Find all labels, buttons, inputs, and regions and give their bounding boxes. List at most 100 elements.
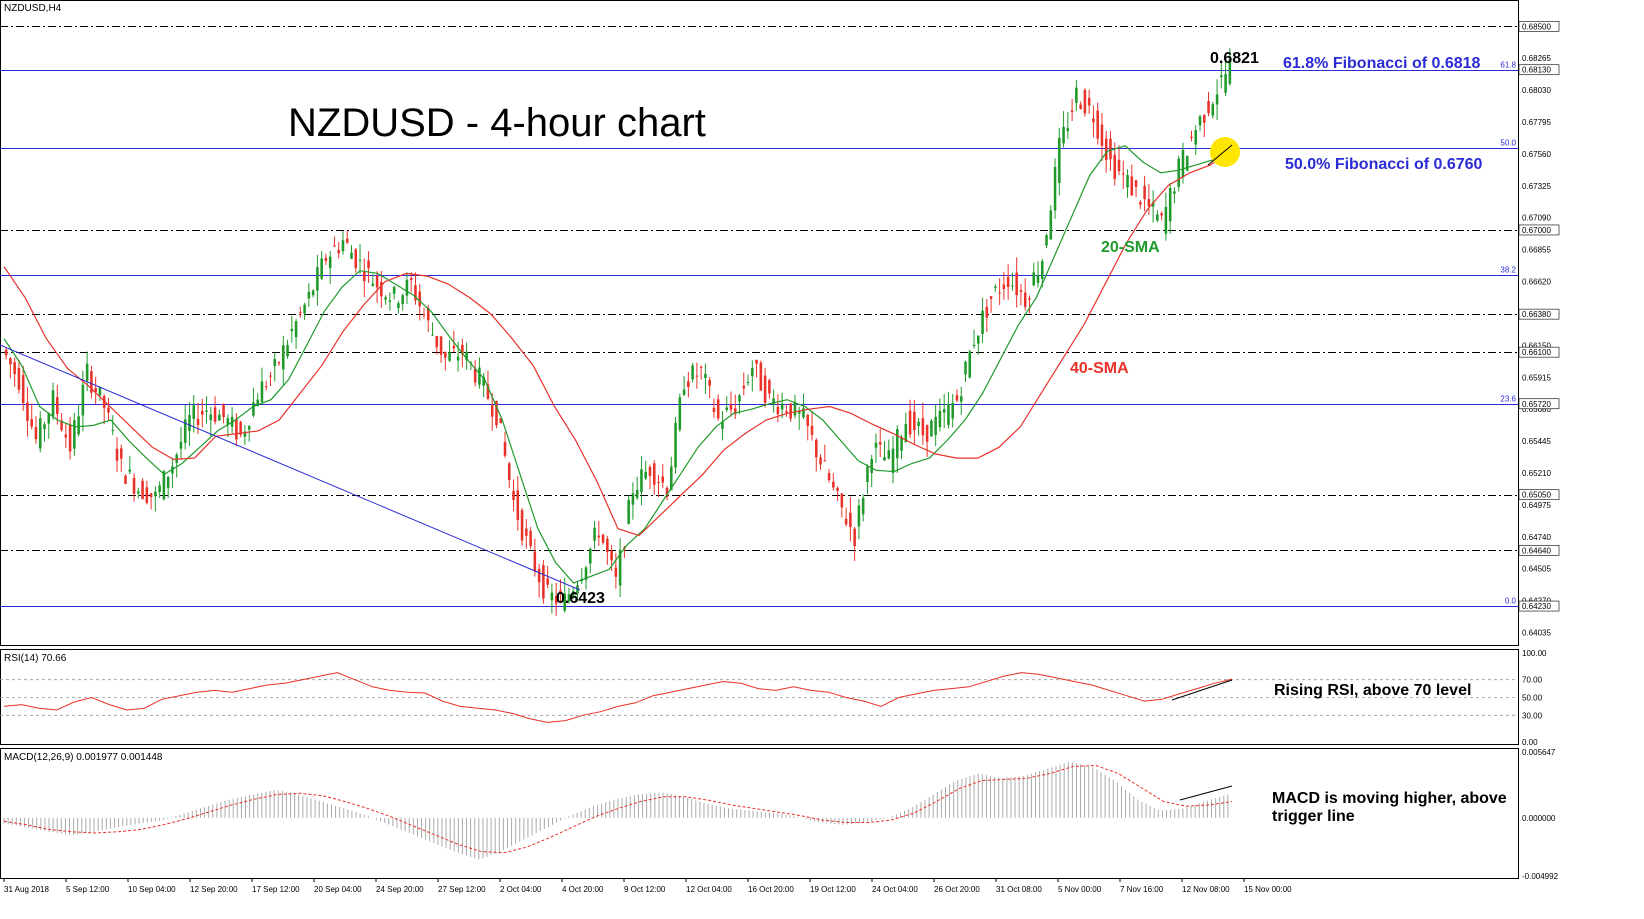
candle-body — [363, 272, 366, 282]
candle-body — [401, 295, 404, 304]
rsi-rising-trendline — [1171, 679, 1233, 701]
candle-body — [392, 287, 396, 294]
x-tick-label: 15 Nov 00:00 — [1244, 885, 1292, 894]
candle-body — [708, 380, 711, 386]
level-price-box — [1518, 64, 1560, 76]
level-price-label: 0.67000 — [1522, 226, 1551, 235]
x-tick-label: 31 Aug 2018 — [4, 885, 49, 894]
x-tick-label: 9 Oct 12:00 — [624, 885, 666, 894]
candle-body — [1006, 276, 1010, 288]
candle-body — [951, 402, 954, 419]
candle-body — [1198, 116, 1202, 126]
candle-body — [192, 405, 196, 419]
candle-body — [422, 314, 426, 316]
candle-body — [525, 528, 528, 536]
sma40-line — [3, 148, 1233, 537]
candle-body — [137, 491, 140, 494]
rsi-tick-label: 50.00 — [1522, 694, 1543, 703]
candle-body — [780, 403, 784, 410]
candle-body — [1058, 137, 1061, 183]
x-tick-label: 27 Sep 12:00 — [438, 885, 486, 894]
candle-body — [260, 381, 264, 402]
candle-body — [320, 258, 323, 279]
candle-body — [674, 422, 677, 468]
candle-body — [324, 257, 328, 261]
candle-body — [823, 460, 827, 462]
candle-body — [635, 489, 639, 498]
level-price-label: 0.65050 — [1522, 491, 1551, 500]
candle-body — [56, 397, 59, 414]
candle-body — [648, 466, 652, 476]
x-tick-label: 5 Sep 12:00 — [66, 885, 110, 894]
candle-body — [1147, 199, 1151, 207]
rsi-note: Rising RSI, above 70 level — [1274, 682, 1471, 699]
candle-body — [307, 291, 311, 299]
candle-body — [1075, 87, 1078, 103]
candle-body — [499, 418, 503, 424]
x-tick-label: 24 Sep 20:00 — [376, 885, 424, 894]
candle-body — [1083, 89, 1087, 114]
candle-body — [17, 367, 21, 390]
candle-body — [691, 365, 694, 380]
candle-body — [934, 416, 937, 435]
candle-body — [964, 361, 967, 375]
price-tick-label: 0.64975 — [1522, 501, 1551, 510]
high-price-label: 0.6821 — [1210, 50, 1259, 67]
candle-body — [772, 398, 775, 405]
candle-body — [900, 437, 903, 451]
candle-body — [849, 512, 852, 528]
candle-body — [866, 466, 869, 483]
candle-body — [593, 527, 596, 541]
x-tick-label: 31 Oct 08:00 — [996, 885, 1042, 894]
candle-body — [1134, 180, 1138, 187]
candle-body — [461, 344, 464, 355]
candle-body — [90, 371, 93, 393]
candle-body — [789, 403, 792, 419]
level-price-label: 0.66380 — [1522, 310, 1551, 319]
x-tick-label: 5 Nov 00:00 — [1058, 885, 1102, 894]
candle-body — [947, 403, 950, 425]
candle-body — [226, 418, 230, 426]
candle-body — [806, 414, 810, 426]
candle-body — [998, 292, 1001, 294]
candle-body — [77, 416, 80, 435]
candle-body — [512, 490, 515, 500]
candle-body — [670, 466, 673, 491]
candle-body — [516, 490, 520, 520]
candle-body — [1151, 202, 1155, 207]
candle-body — [559, 590, 562, 594]
candle-body — [1228, 59, 1232, 84]
candle-body — [537, 568, 541, 583]
macd-tick-label: 0.005647 — [1522, 748, 1556, 757]
x-tick-label: 12 Nov 08:00 — [1182, 885, 1230, 894]
candle-body — [989, 296, 993, 299]
candle-body — [414, 285, 417, 301]
candle-body — [1096, 110, 1099, 139]
candle-body — [81, 384, 85, 416]
fib-500-label: 50.0% Fibonacci of 0.6760 — [1285, 156, 1483, 173]
candle-body — [333, 245, 336, 247]
x-tick-label: 2 Oct 04:00 — [500, 885, 542, 894]
candle-body — [853, 528, 856, 547]
candle-body — [930, 420, 933, 437]
candle-body — [183, 419, 187, 443]
candle-body — [21, 375, 25, 403]
candle-body — [418, 291, 422, 307]
candle-body — [384, 297, 387, 300]
candle-body — [759, 362, 763, 391]
candle-body — [597, 535, 601, 538]
sma40-label: 40-SMA — [1070, 360, 1129, 377]
candle-body — [959, 396, 963, 402]
candle-body — [793, 401, 797, 416]
chart-title: NZDUSD - 4-hour chart — [288, 101, 706, 145]
candle-body — [218, 414, 221, 421]
candle-body — [981, 310, 984, 334]
level-price-box — [1518, 308, 1560, 320]
candle-body — [733, 408, 737, 415]
rsi-title: RSI(14) 70.66 — [4, 653, 67, 664]
price-tick-label: 0.65445 — [1522, 437, 1551, 446]
level-price-label: 0.68130 — [1522, 66, 1551, 75]
candle-body — [665, 487, 669, 498]
candle-body — [34, 427, 38, 440]
candle-body — [13, 362, 16, 375]
